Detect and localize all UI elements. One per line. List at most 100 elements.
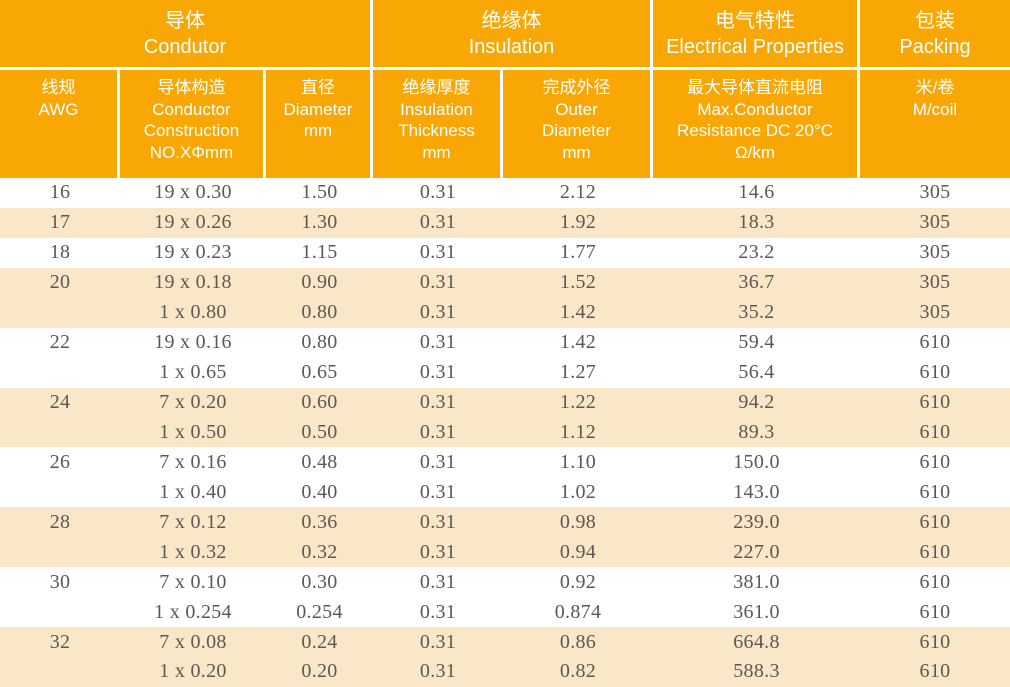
column-header-line: mm [562,142,591,162]
cell-awg: 18 [49,241,71,264]
cell-conductor-construction: 1 x 0.32 [159,540,227,563]
cell-meters-per-coil: 610 [919,600,951,623]
group-header-electrical-properties: 电气特性 Electrical Properties [653,0,860,67]
header-subcolumn-row: 线规 AWG 导体构造 Conductor Construction NO.XΦmm 直径 D… [0,70,1010,178]
column-header-line: Diameter [283,99,353,119]
cell-insulation-thickness: 0.31 [419,450,457,473]
cell-max-dc-resistance: 23.2 [738,241,775,264]
cell-meters-per-coil: 305 [919,181,951,204]
cell-conductor-construction: 1 x 0.65 [159,361,227,384]
cell-conductor-construction: 19 x 0.26 [154,211,232,234]
cell-diameter: 0.80 [301,301,338,324]
cell-awg [0,358,120,388]
cell-insulation-thickness: 0.31 [419,211,457,234]
column-header-line: Conductor [152,99,231,119]
column-header-diameter: 直径 Diameter mm [266,70,373,178]
cell-conductor-construction: 1 x 0.80 [159,301,227,324]
cell-diameter: 0.48 [301,450,338,473]
cell-max-dc-resistance: 94.2 [738,391,775,414]
cell-diameter: 1.50 [301,181,338,204]
table-row: 17 19 x 0.26 1.30 0.31 1.92 18.3 305 [0,207,1010,238]
group-header-insulation-en: Insulation [468,35,555,58]
cell-outer-diameter: 0.94 [559,540,597,563]
cell-diameter: 0.20 [301,660,338,683]
cell-outer-diameter: 1.02 [559,480,597,503]
cell-insulation-thickness: 0.31 [419,570,457,593]
cell-outer-diameter: 1.12 [559,420,597,443]
cell-max-dc-resistance: 361.0 [733,600,780,623]
cell-outer-diameter: 1.27 [559,361,597,384]
table-row: 22 19 x 0.16 0.80 0.31 1.42 59.4 610 [0,327,1010,358]
cell-awg: 22 [49,331,71,354]
cell-diameter: 0.90 [301,271,338,294]
cell-meters-per-coil: 610 [919,420,951,443]
column-header-line: 直径 [301,78,335,97]
column-header-meters-per-coil: 米/卷 M/coil [860,70,1010,178]
cell-insulation-thickness: 0.31 [419,391,457,414]
cell-outer-diameter: 1.52 [559,271,597,294]
cell-diameter: 0.254 [296,600,343,623]
cell-meters-per-coil: 305 [919,211,951,234]
cell-outer-diameter: 0.82 [559,660,597,683]
cell-awg: 26 [49,450,71,473]
cell-outer-diameter: 2.12 [559,181,597,204]
group-header-insulation: 绝缘体 Insulation [373,0,653,67]
column-header-line: 完成外径 [542,78,611,97]
column-header-line: Resistance DC 20°C [676,121,834,140]
cell-meters-per-coil: 305 [919,241,951,264]
group-header-electrical-zh: 电气特性 [715,9,795,32]
table-row: 1 x 0.20 0.20 0.31 0.82 588.3 610 [0,657,1010,687]
cell-diameter: 0.32 [301,540,338,563]
column-header-line: mm [303,121,333,140]
cell-max-dc-resistance: 381.0 [733,570,780,593]
cell-awg: 20 [49,271,71,294]
table-row: 1 x 0.32 0.32 0.31 0.94 227.0 610 [0,537,1010,568]
table-row: 28 7 x 0.12 0.36 0.31 0.98 239.0 610 [0,507,1010,538]
cell-conductor-construction: 7 x 0.12 [159,510,227,533]
cell-max-dc-resistance: 18.3 [738,211,775,234]
table-row: 1 x 0.254 0.254 0.31 0.874 361.0 610 [0,597,1010,628]
table-row: 32 7 x 0.08 0.24 0.31 0.86 664.8 610 [0,627,1010,657]
cell-diameter: 0.60 [301,391,338,414]
cell-meters-per-coil: 610 [919,510,951,533]
cell-insulation-thickness: 0.31 [419,181,457,204]
cell-awg [0,418,120,448]
cell-conductor-construction: 7 x 0.16 [159,450,227,473]
cell-diameter: 0.30 [301,570,338,593]
table-body: 16 19 x 0.30 1.50 0.31 2.12 14.6 305 17 19 x 0.2… [0,178,1010,687]
cell-conductor-construction: 1 x 0.20 [159,660,227,683]
table-row: 18 19 x 0.23 1.15 0.31 1.77 23.2 305 [0,237,1010,268]
cell-diameter: 1.30 [301,211,338,234]
cell-awg: 32 [49,630,71,653]
cell-awg [0,597,120,627]
cell-conductor-construction: 19 x 0.16 [154,331,232,354]
cell-max-dc-resistance: 143.0 [733,480,780,503]
cell-outer-diameter: 0.98 [559,510,597,533]
cell-diameter: 0.65 [301,361,338,384]
column-header-line: 导体构造 [157,78,226,97]
cell-meters-per-coil: 305 [919,271,951,294]
cell-awg: 30 [49,570,71,593]
group-header-insulation-zh: 绝缘体 [481,9,542,32]
cell-insulation-thickness: 0.31 [419,480,457,503]
cell-insulation-thickness: 0.31 [419,510,457,533]
cell-conductor-construction: 1 x 0.50 [159,420,227,443]
cell-insulation-thickness: 0.31 [419,331,457,354]
cell-conductor-construction: 19 x 0.30 [154,181,232,204]
cell-meters-per-coil: 610 [919,331,951,354]
cell-insulation-thickness: 0.31 [419,600,457,623]
table-row: 1 x 0.80 0.80 0.31 1.42 35.2 305 [0,297,1010,328]
cell-max-dc-resistance: 35.2 [738,301,775,324]
cell-meters-per-coil: 610 [919,361,951,384]
column-header-line: AWG [38,99,79,119]
cell-conductor-construction: 1 x 0.254 [154,600,232,623]
cell-insulation-thickness: 0.31 [419,361,457,384]
cell-awg [0,477,120,507]
cell-outer-diameter: 1.77 [559,241,597,264]
group-header-packing-zh: 包装 [915,9,955,32]
cell-outer-diameter: 0.874 [554,600,602,623]
cell-meters-per-coil: 610 [919,450,951,473]
column-header-line: 绝缘厚度 [402,78,471,97]
cell-max-dc-resistance: 239.0 [733,510,780,533]
